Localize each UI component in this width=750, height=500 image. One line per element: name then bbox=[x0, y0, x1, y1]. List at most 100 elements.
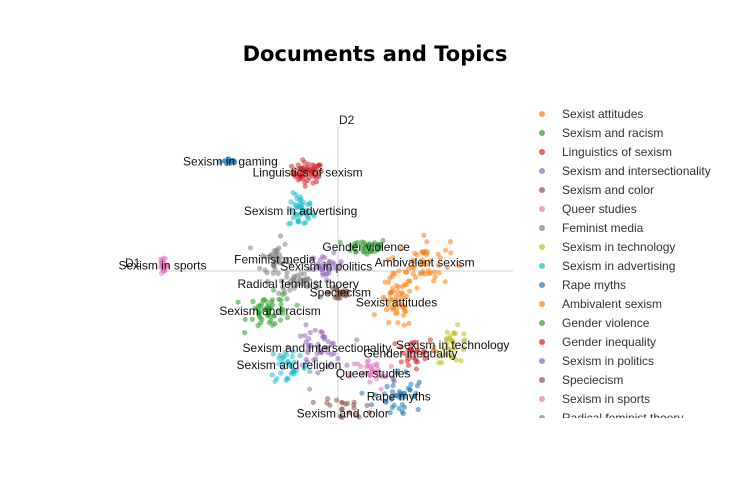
data-point[interactable] bbox=[272, 259, 278, 265]
data-point[interactable] bbox=[325, 266, 331, 272]
data-point[interactable] bbox=[399, 283, 406, 289]
data-point[interactable] bbox=[288, 371, 294, 377]
data-point[interactable] bbox=[395, 368, 401, 374]
data-point[interactable] bbox=[391, 402, 397, 408]
data-point[interactable] bbox=[256, 313, 262, 319]
data-point[interactable] bbox=[427, 258, 433, 264]
data-point[interactable] bbox=[445, 345, 451, 351]
data-point[interactable] bbox=[413, 358, 419, 365]
data-point[interactable] bbox=[398, 359, 404, 365]
data-point[interactable] bbox=[306, 336, 312, 342]
data-point[interactable] bbox=[402, 308, 408, 314]
data-point[interactable] bbox=[396, 394, 402, 400]
data-point[interactable] bbox=[360, 371, 366, 377]
data-point[interactable] bbox=[431, 278, 437, 284]
data-point[interactable] bbox=[380, 237, 386, 244]
data-point[interactable] bbox=[354, 412, 360, 418]
data-point[interactable] bbox=[390, 254, 396, 261]
data-point[interactable] bbox=[301, 365, 307, 372]
legend-item[interactable]: Rape myths bbox=[532, 275, 750, 294]
data-point[interactable] bbox=[404, 358, 410, 364]
data-point[interactable] bbox=[435, 251, 441, 257]
data-point[interactable] bbox=[392, 341, 398, 347]
data-point[interactable] bbox=[440, 346, 446, 352]
data-point[interactable] bbox=[347, 248, 353, 254]
data-point[interactable] bbox=[160, 262, 166, 268]
data-point[interactable] bbox=[277, 352, 283, 358]
data-point[interactable] bbox=[280, 291, 286, 298]
data-point[interactable] bbox=[312, 327, 318, 333]
data-point[interactable] bbox=[394, 289, 401, 295]
data-point[interactable] bbox=[383, 307, 389, 313]
data-point[interactable] bbox=[284, 296, 290, 302]
data-point[interactable] bbox=[461, 347, 467, 353]
data-point[interactable] bbox=[298, 196, 304, 202]
data-point[interactable] bbox=[412, 339, 419, 345]
data-point[interactable] bbox=[364, 359, 370, 365]
data-point[interactable] bbox=[160, 255, 166, 261]
data-point[interactable] bbox=[313, 356, 319, 362]
data-point[interactable] bbox=[262, 254, 268, 260]
data-point[interactable] bbox=[313, 175, 319, 181]
data-point[interactable] bbox=[385, 257, 391, 263]
data-point[interactable] bbox=[373, 369, 379, 375]
data-point[interactable] bbox=[324, 271, 330, 277]
data-point[interactable] bbox=[289, 163, 295, 169]
data-point[interactable] bbox=[296, 219, 302, 225]
data-point[interactable] bbox=[438, 360, 445, 366]
data-point[interactable] bbox=[305, 161, 311, 167]
data-point[interactable] bbox=[276, 290, 282, 296]
data-point[interactable] bbox=[315, 341, 321, 347]
data-point[interactable] bbox=[390, 285, 396, 291]
legend-item[interactable]: Queer studies bbox=[532, 199, 750, 218]
data-point[interactable] bbox=[438, 353, 444, 360]
data-point[interactable] bbox=[394, 310, 400, 316]
data-point[interactable] bbox=[300, 173, 306, 179]
legend-item[interactable]: Speciecism bbox=[532, 370, 750, 389]
data-point[interactable] bbox=[217, 159, 223, 165]
data-point[interactable] bbox=[347, 374, 353, 380]
data-point[interactable] bbox=[414, 285, 420, 291]
data-point[interactable] bbox=[413, 366, 420, 372]
data-point[interactable] bbox=[424, 239, 430, 245]
data-point[interactable] bbox=[363, 241, 369, 247]
data-point[interactable] bbox=[411, 258, 417, 264]
data-point[interactable] bbox=[411, 393, 417, 399]
data-point[interactable] bbox=[366, 409, 373, 416]
data-point[interactable] bbox=[315, 284, 321, 290]
data-point[interactable] bbox=[358, 363, 364, 369]
data-point[interactable] bbox=[409, 264, 415, 271]
data-point[interactable] bbox=[387, 291, 393, 297]
data-point[interactable] bbox=[304, 177, 311, 183]
data-point[interactable] bbox=[311, 163, 317, 169]
data-point[interactable] bbox=[249, 316, 255, 322]
data-point[interactable] bbox=[309, 210, 316, 216]
data-point[interactable] bbox=[369, 366, 375, 372]
legend-item[interactable]: Sexism and color bbox=[532, 180, 750, 199]
data-point[interactable] bbox=[337, 239, 343, 245]
legend-item[interactable]: Gender inequality bbox=[532, 332, 750, 351]
data-point[interactable] bbox=[306, 266, 313, 272]
data-point[interactable] bbox=[242, 316, 248, 322]
data-point[interactable] bbox=[403, 269, 409, 275]
data-point[interactable] bbox=[331, 351, 337, 357]
data-point[interactable] bbox=[280, 307, 286, 313]
data-point[interactable] bbox=[401, 304, 407, 310]
data-point[interactable] bbox=[323, 345, 329, 351]
data-point[interactable] bbox=[403, 369, 409, 375]
data-point[interactable] bbox=[282, 241, 288, 247]
data-point[interactable] bbox=[317, 348, 324, 354]
data-point[interactable] bbox=[269, 372, 275, 378]
data-point[interactable] bbox=[268, 318, 274, 324]
legend-item[interactable]: Sexism in advertising bbox=[532, 256, 750, 275]
data-point[interactable] bbox=[367, 241, 373, 247]
data-point[interactable] bbox=[407, 288, 413, 294]
data-point[interactable] bbox=[284, 359, 290, 365]
data-point[interactable] bbox=[397, 293, 403, 299]
data-point[interactable] bbox=[371, 312, 377, 318]
data-point[interactable] bbox=[307, 386, 313, 392]
data-point[interactable] bbox=[297, 353, 303, 359]
data-point[interactable] bbox=[268, 299, 275, 305]
data-point[interactable] bbox=[390, 383, 396, 389]
data-point[interactable] bbox=[337, 413, 343, 419]
